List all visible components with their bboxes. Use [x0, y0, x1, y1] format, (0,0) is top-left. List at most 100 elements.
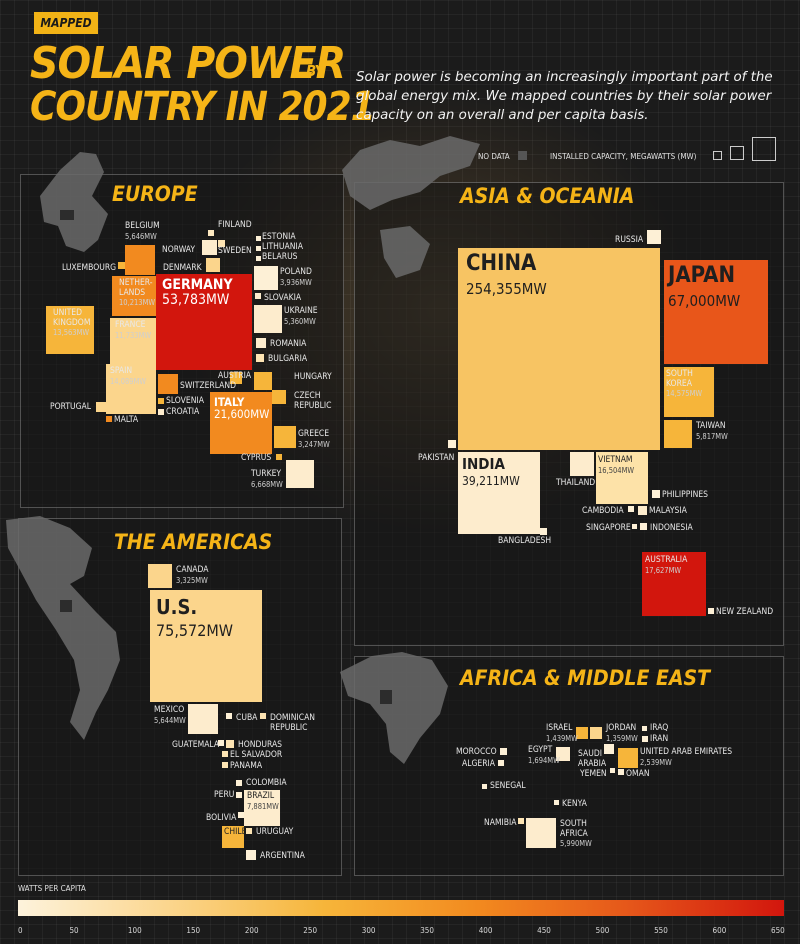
senegal-square — [482, 784, 487, 789]
france-square — [110, 318, 156, 364]
africa-silhouette — [340, 652, 448, 764]
legend-tick-150: 150 — [186, 926, 201, 935]
legend-tick-100: 100 — [127, 926, 142, 935]
israel-square — [576, 727, 588, 739]
honduras-label: HONDURAS — [238, 740, 283, 750]
australia-label: AUSTRALIA 17,627MW — [645, 555, 688, 575]
singapore-label: SINGAPORE — [586, 523, 631, 533]
cuba-label: CUBA — [236, 713, 258, 723]
italy-label: ITALY 21,600MW — [214, 395, 270, 421]
legend-tick-50: 50 — [69, 926, 79, 935]
legend-tick-600: 600 — [712, 926, 727, 935]
senegal-label: SENEGAL — [490, 781, 526, 791]
us-square — [150, 590, 262, 702]
south-africa-square — [526, 818, 556, 848]
china-label: CHINA 254,355MW — [466, 251, 547, 299]
estonia-label: ESTONIA — [262, 232, 296, 242]
dominican-square — [260, 713, 266, 719]
oman-square — [618, 769, 624, 775]
asia-east-silhouette — [380, 226, 430, 278]
bolivia-label: BOLIVIA — [206, 813, 237, 823]
norway-label: NORWAY — [162, 245, 196, 255]
bolivia-square — [238, 812, 244, 818]
namibia-square — [518, 818, 524, 824]
cyprus-square — [276, 454, 282, 460]
turkey-label: TURKEY 6,668MW — [251, 469, 283, 489]
cambodia-label: CAMBODIA — [582, 506, 624, 516]
size-key-small — [713, 151, 722, 160]
slovakia-square — [255, 293, 261, 299]
indonesia-label: INDONESIA — [650, 523, 693, 533]
yemen-label: YEMEN — [580, 769, 607, 779]
iraq-label: IRAQ — [650, 723, 669, 733]
uk-square — [46, 306, 94, 354]
slovenia-label: SLOVENIA — [166, 396, 204, 406]
title-line-1: SOLAR POWER — [30, 38, 346, 89]
russia-square — [647, 230, 661, 244]
austria-square — [230, 372, 242, 384]
legend-tick-500: 500 — [595, 926, 610, 935]
uk-label: UNITED KINGDOM 13,563MW — [53, 308, 91, 337]
hungary-square — [254, 372, 272, 390]
russia-label: RUSSIA — [615, 235, 644, 245]
india-label: INDIA 39,211MW — [462, 455, 520, 488]
americas-nodata-1 — [60, 600, 72, 612]
malta-square — [106, 416, 112, 422]
brazil-square — [244, 790, 280, 826]
japan-square — [664, 260, 768, 364]
iraq-square — [642, 726, 647, 731]
israel-label: ISRAEL 1,439MW — [546, 723, 578, 743]
china-square — [458, 248, 660, 450]
description: Solar power is becoming an increasingly … — [356, 70, 773, 123]
ukraine-square — [254, 305, 282, 333]
morocco-label: MOROCCO — [456, 747, 497, 757]
luxembourg-square — [118, 262, 125, 269]
malaysia-square — [638, 506, 647, 515]
greece-label: GREECE 3,247MW — [298, 429, 330, 449]
romania-label: ROMANIA — [270, 339, 307, 349]
malta-label: MALTA — [114, 415, 139, 425]
luxembourg-label: LUXEMBOURG — [62, 263, 117, 273]
legend-tick-0: 0 — [18, 926, 23, 935]
greece-square — [274, 426, 296, 448]
indonesia-square — [640, 523, 647, 530]
mapped-badge: MAPPED — [34, 12, 98, 34]
lithuania-square — [256, 246, 261, 251]
iran-label: IRAN — [650, 734, 669, 744]
kenya-label: KENYA — [562, 799, 587, 809]
legend-tick-450: 450 — [537, 926, 551, 935]
denmark-square — [206, 258, 220, 272]
legend-tick-250: 250 — [303, 926, 318, 935]
vietnam-label: VIETNAM 16,504MW — [598, 455, 635, 475]
cambodia-square — [628, 506, 634, 512]
egypt-square — [556, 747, 570, 761]
uruguay-square — [246, 828, 252, 834]
saudi-square — [604, 744, 614, 754]
title-line-2: COUNTRY IN 2021 — [30, 84, 376, 130]
europe-silhouette — [40, 152, 108, 252]
africa-title: AFRICA & MIDDLE EAST — [460, 666, 710, 690]
legend-tick-350: 350 — [420, 926, 434, 935]
lithuania-label: LITHUANIA — [262, 242, 303, 252]
egypt-label: EGYPT 1,694MW — [528, 745, 560, 765]
south-korea-square — [664, 367, 714, 417]
malaysia-label: MALAYSIA — [649, 506, 687, 516]
south-korea-label: SOUTH KOREA 14,575MW — [666, 369, 703, 398]
chile-label: CHILE — [224, 827, 247, 837]
canada-label: CANADA 3,325MW — [176, 565, 209, 585]
argentina-square — [246, 850, 256, 860]
peru-label: PERU — [214, 790, 235, 800]
panama-label: PANAMA — [230, 761, 263, 771]
jordan-square — [590, 727, 602, 739]
philippines-label: PHILIPPINES — [662, 490, 709, 500]
taiwan-label: TAIWAN 5,817MW — [696, 421, 728, 441]
singapore-square — [632, 524, 637, 529]
namibia-label: NAMIBIA — [484, 818, 517, 828]
algeria-square — [498, 760, 504, 766]
legend-tick-300: 300 — [361, 926, 376, 935]
morocco-square — [500, 748, 507, 755]
asia-title: ASIA & OCEANIA — [460, 184, 635, 208]
norway-square — [202, 240, 217, 255]
